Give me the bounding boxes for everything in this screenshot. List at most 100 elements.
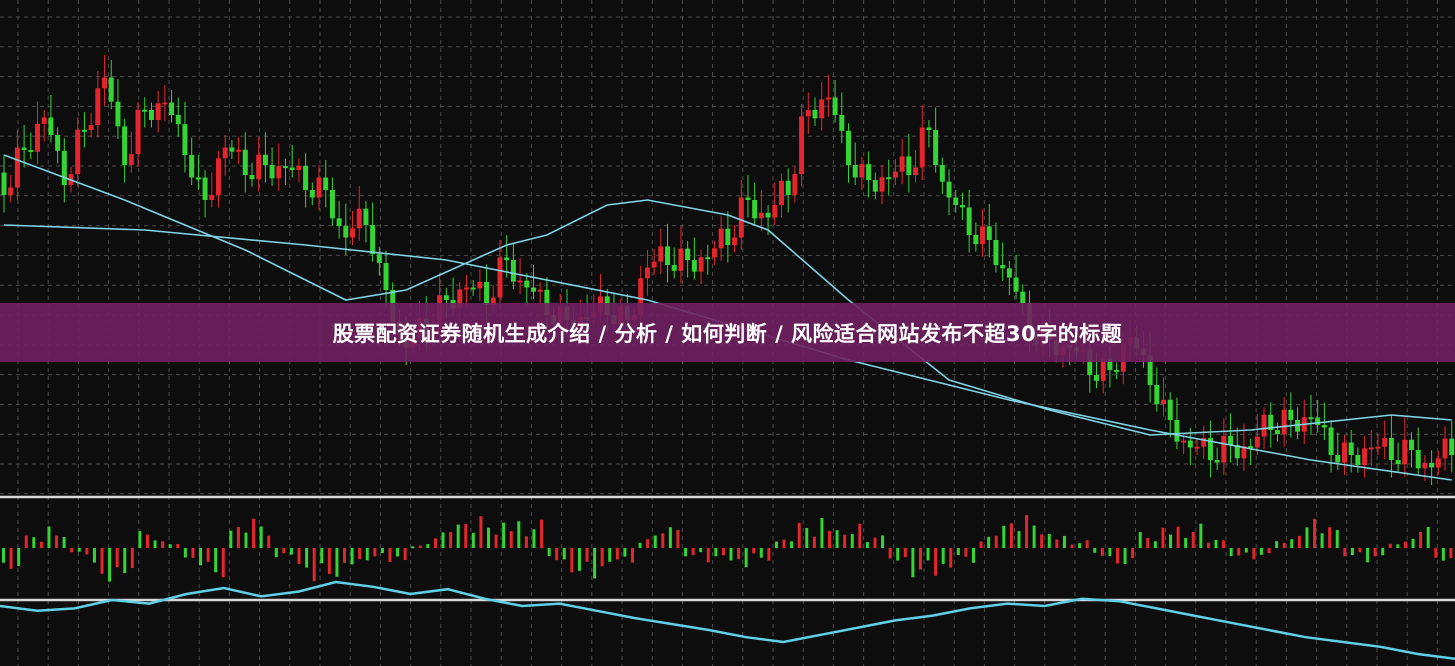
candle-body (48, 117, 54, 135)
histogram-bar (767, 548, 771, 561)
histogram-bar (221, 548, 225, 578)
histogram-bar (1275, 541, 1279, 548)
candle-body (236, 149, 242, 152)
candle-body (1402, 439, 1408, 465)
histogram-bar (699, 548, 703, 553)
candle-body (665, 246, 671, 265)
histogram-bar (289, 548, 293, 555)
histogram-bar (547, 548, 551, 557)
histogram-bar (820, 517, 824, 548)
histogram-bar (115, 548, 119, 568)
histogram-bar (1381, 548, 1385, 556)
histogram-bar (752, 548, 756, 554)
histogram-bar (502, 522, 506, 548)
candle-body (162, 102, 168, 105)
candle-body (289, 167, 295, 170)
candle-body (1241, 446, 1247, 459)
candle-body (1174, 420, 1180, 442)
histogram-bar (661, 533, 665, 548)
histogram-bar (426, 544, 430, 548)
candle-body (765, 212, 771, 218)
candle-body (323, 177, 329, 190)
candle-body (504, 257, 510, 260)
histogram-bar (9, 548, 13, 569)
candle-body (993, 240, 999, 265)
histogram-bar (327, 548, 331, 574)
histogram-bar (32, 537, 36, 548)
histogram-bar (790, 541, 794, 548)
candle-body (738, 197, 744, 238)
candle-body (825, 97, 831, 100)
histogram-bar (630, 548, 634, 563)
histogram-bar (108, 548, 112, 582)
candle-body (1368, 447, 1374, 450)
candle-body (383, 263, 389, 290)
candle-body (1248, 446, 1254, 449)
candle-body (973, 235, 979, 245)
histogram-bar (236, 527, 240, 548)
histogram-bar (934, 548, 938, 576)
candle-body (537, 289, 543, 292)
candle-body (986, 226, 992, 240)
candle-body (28, 150, 34, 152)
candle-body (524, 280, 530, 288)
histogram-bar (1123, 548, 1127, 564)
histogram-bar (206, 548, 210, 562)
histogram-bar (1229, 548, 1233, 557)
histogram-bar (646, 539, 650, 548)
histogram-bar (494, 534, 498, 548)
candle-body (1093, 375, 1099, 381)
histogram-bar (691, 548, 695, 556)
candle-body (1167, 399, 1173, 420)
histogram-bar (926, 548, 930, 561)
candle-body (1362, 448, 1368, 465)
candle-body (671, 265, 677, 271)
histogram-bar (1335, 530, 1339, 548)
candle-body (182, 124, 188, 155)
candle-body (517, 280, 523, 283)
candle-body (8, 187, 14, 195)
histogram-bar (653, 535, 657, 548)
histogram-bar (729, 548, 733, 561)
candle-body (913, 167, 919, 175)
histogram-bar (517, 521, 521, 548)
histogram-bar (1366, 548, 1370, 563)
candle-body (470, 287, 476, 290)
candle-body (772, 205, 778, 218)
histogram-bar (1062, 535, 1066, 548)
histogram-bar (1297, 535, 1301, 548)
histogram-bar (343, 548, 347, 563)
candle-body (1315, 417, 1321, 425)
histogram-bar (1009, 523, 1013, 548)
histogram-bar (39, 541, 43, 548)
candle-body (283, 166, 289, 169)
candle-body (329, 190, 335, 219)
histogram-bar (1411, 538, 1415, 548)
histogram-bar (918, 548, 922, 570)
histogram-bar (312, 548, 316, 582)
candle-body (725, 228, 731, 245)
oscillator-line (0, 580, 1455, 661)
candle-body (102, 77, 108, 89)
candle-body (497, 257, 503, 298)
histogram-bar (1191, 531, 1195, 548)
candle-body (685, 248, 691, 260)
candle-body (644, 267, 650, 279)
candle-body (1375, 446, 1381, 449)
candle-body (1442, 438, 1448, 459)
candle-body (457, 289, 463, 309)
histogram-bar (668, 527, 672, 548)
histogram-bar (1237, 548, 1241, 556)
candle-body (752, 200, 758, 219)
candle-body (1422, 462, 1428, 469)
histogram-bar (812, 536, 816, 548)
candle-body (698, 257, 704, 272)
candle-body (1388, 438, 1394, 460)
candle-body (678, 248, 684, 271)
histogram-bar (92, 548, 96, 563)
histogram-bar (1206, 542, 1210, 548)
candle-body (490, 297, 496, 305)
candle-body (658, 246, 664, 262)
candle-body (805, 110, 811, 117)
histogram-bar (987, 536, 991, 548)
